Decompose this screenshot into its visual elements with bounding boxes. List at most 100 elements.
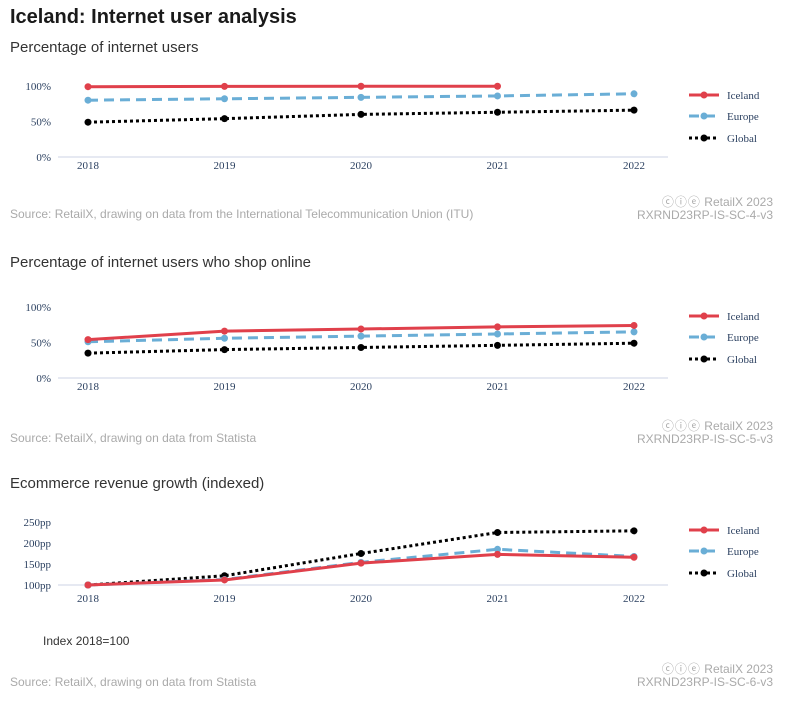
data-point-iceland[interactable]	[84, 83, 92, 91]
x-tick-label: 2021	[487, 160, 509, 172]
legend-item-global[interactable]: Global	[689, 354, 757, 366]
series-line-global	[87, 529, 635, 587]
data-point-global[interactable]	[630, 527, 638, 535]
chart-3-code: RXRND23RP-IS-SC-6-v3	[636, 675, 773, 689]
data-point-europe[interactable]	[630, 328, 638, 336]
data-point-iceland[interactable]	[357, 559, 365, 567]
y-tick-label: 150pp	[24, 559, 52, 571]
data-point-iceland[interactable]	[221, 327, 228, 335]
data-point-global[interactable]	[357, 110, 365, 118]
data-point-iceland[interactable]	[494, 550, 501, 558]
y-tick-label: 200pp	[24, 538, 52, 550]
data-point-iceland[interactable]	[357, 325, 365, 333]
legend-marker	[700, 547, 708, 555]
data-point-iceland[interactable]	[221, 82, 228, 90]
legend-item-global[interactable]: Global	[689, 568, 757, 580]
data-point-europe[interactable]	[357, 93, 365, 101]
data-point-global[interactable]	[84, 349, 92, 357]
legend-item-iceland[interactable]: Iceland	[689, 90, 760, 102]
x-tick-label: 2020	[350, 593, 373, 605]
data-point-iceland[interactable]	[630, 321, 638, 329]
data-point-global[interactable]	[494, 529, 501, 536]
legend-marker	[700, 355, 708, 363]
series-iceland	[84, 82, 501, 91]
legend-label: Global	[727, 354, 757, 366]
data-point-iceland[interactable]	[357, 82, 365, 90]
data-point-global[interactable]	[84, 118, 92, 126]
x-tick-label: 2019	[214, 381, 237, 393]
data-point-europe[interactable]	[494, 330, 501, 338]
cc-license-icon: ⓒⓘⓔ	[661, 195, 701, 209]
x-tick-label: 2022	[623, 160, 645, 172]
index-note: Index 2018=100	[43, 634, 130, 648]
legend-marker	[700, 91, 708, 99]
x-tick-label: 2022	[623, 381, 645, 393]
legend-label: Iceland	[727, 90, 760, 102]
legend-marker	[700, 112, 708, 120]
data-point-global[interactable]	[494, 341, 501, 349]
data-point-iceland[interactable]	[84, 581, 92, 589]
legend-label: Europe	[727, 332, 759, 344]
series-global	[84, 106, 638, 126]
y-tick-label: 100pp	[24, 580, 52, 592]
y-tick-label: 100%	[25, 81, 51, 93]
series-global	[84, 527, 638, 589]
legend-item-europe[interactable]: Europe	[689, 332, 759, 344]
y-tick-label: 0%	[36, 152, 51, 164]
x-tick-label: 2022	[623, 593, 645, 605]
data-point-europe[interactable]	[221, 95, 228, 103]
legend-marker	[700, 526, 708, 534]
cc-license-icon: ⓒⓘⓔ	[661, 662, 701, 676]
data-point-iceland[interactable]	[84, 336, 92, 344]
data-point-global[interactable]	[494, 108, 501, 116]
x-tick-label: 2019	[214, 593, 237, 605]
data-point-europe[interactable]	[221, 334, 228, 342]
chart-1-internet-users: 0% 50% 100% 2018 2019 2020 2021 2022 Iceland Euro…	[25, 81, 760, 172]
series-europe	[84, 90, 638, 104]
x-tick-label: 2020	[350, 160, 373, 172]
data-point-global[interactable]	[357, 343, 365, 351]
legend-item-iceland[interactable]: Iceland	[689, 311, 760, 323]
y-tick-label: 50%	[31, 117, 51, 129]
legend-label: Iceland	[727, 311, 760, 323]
legend-marker	[700, 569, 708, 577]
chart-1-source: Source: RetailX, drawing on data from th…	[10, 207, 474, 221]
x-tick-label: 2018	[77, 160, 100, 172]
series-iceland	[84, 550, 638, 589]
y-tick-label: 0%	[36, 373, 51, 385]
data-point-europe[interactable]	[494, 92, 501, 100]
data-point-global[interactable]	[630, 106, 638, 114]
data-point-europe[interactable]	[84, 96, 92, 104]
data-point-europe[interactable]	[630, 90, 638, 98]
chart-3-title: Ecommerce revenue growth (indexed)	[10, 475, 265, 492]
legend-item-iceland[interactable]: Iceland	[689, 525, 760, 537]
chart-2-credit: ⓒⓘⓔ RetailX 2023 RXRND23RP-IS-SC-5-v3	[636, 419, 773, 446]
data-point-global[interactable]	[221, 346, 228, 354]
y-tick-label: 250pp	[24, 517, 52, 529]
legend-label: Global	[727, 133, 757, 145]
data-point-global[interactable]	[221, 115, 228, 123]
legend-marker	[700, 333, 708, 341]
y-tick-label: 50%	[31, 338, 51, 350]
chart-3-revenue-growth: 100pp 150pp 200pp 250pp 2018 2019 2020 2021 2022…	[24, 517, 760, 605]
chart-2-code: RXRND23RP-IS-SC-5-v3	[636, 432, 773, 446]
data-point-global[interactable]	[630, 339, 638, 347]
data-point-iceland[interactable]	[494, 82, 501, 90]
data-point-europe[interactable]	[494, 545, 501, 553]
data-point-iceland[interactable]	[494, 323, 501, 331]
data-point-global[interactable]	[357, 550, 365, 557]
chart-1-credit: ⓒⓘⓔ RetailX 2023 RXRND23RP-IS-SC-4-v3	[636, 195, 773, 222]
legend-marker	[700, 312, 708, 320]
y-tick-label: 100%	[25, 302, 51, 314]
legend-marker	[700, 134, 708, 142]
series-iceland	[84, 321, 638, 344]
data-point-iceland[interactable]	[630, 553, 638, 561]
data-point-europe[interactable]	[357, 332, 365, 340]
legend-label: Global	[727, 568, 757, 580]
series-line-global	[87, 341, 635, 355]
legend-label: Europe	[727, 546, 759, 558]
legend-item-europe[interactable]: Europe	[689, 111, 759, 123]
legend-item-global[interactable]: Global	[689, 133, 757, 145]
legend-item-europe[interactable]: Europe	[689, 546, 759, 558]
data-point-iceland[interactable]	[221, 576, 228, 584]
